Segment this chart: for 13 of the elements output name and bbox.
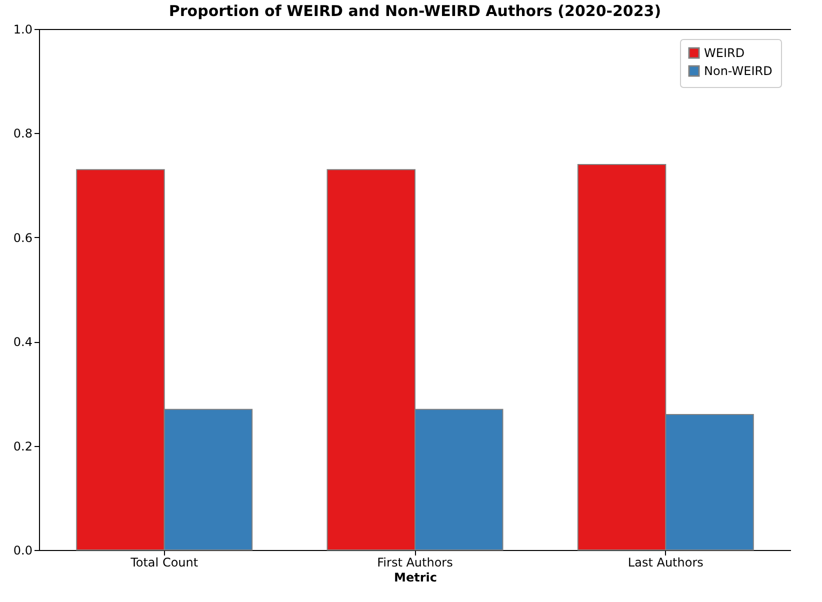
y-tick-label: 1.0 xyxy=(13,22,32,36)
y-tick-label: 0.0 xyxy=(13,544,32,558)
x-tick-label: Total Count xyxy=(130,556,198,570)
x-tick-label: First Authors xyxy=(377,556,453,570)
chart-title: Proportion of WEIRD and Non-WEIRD Authors (2020-2023) xyxy=(168,2,662,20)
y-tick-label: 0.8 xyxy=(13,126,32,141)
legend-label: Non-WEIRD xyxy=(704,64,772,78)
y-tick-label: 0.2 xyxy=(13,439,32,454)
x-tick-label: Last Authors xyxy=(628,556,704,570)
y-tick-label: 0.6 xyxy=(13,230,32,245)
x-axis-title: Metric xyxy=(394,570,437,584)
legend-label: WEIRD xyxy=(704,46,745,60)
y-tick-label: 0.4 xyxy=(13,335,32,350)
